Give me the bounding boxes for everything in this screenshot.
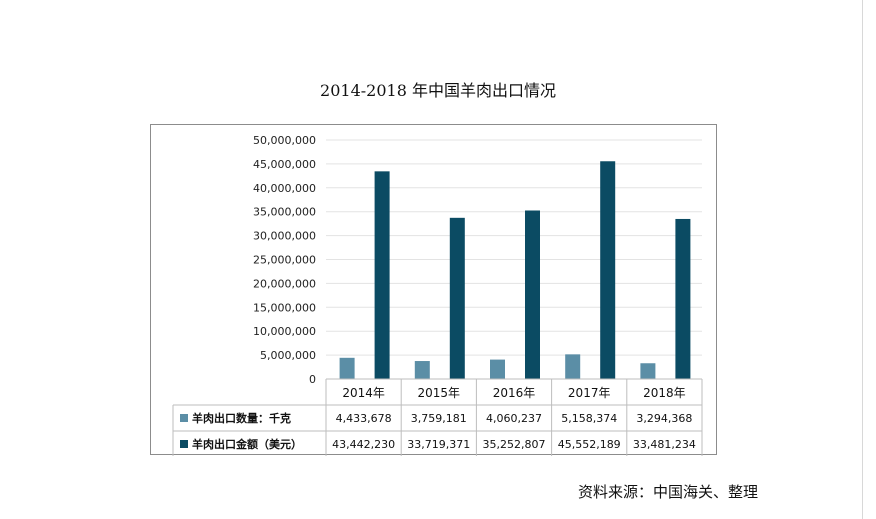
bar-value <box>374 171 390 379</box>
bar-value <box>449 217 465 379</box>
data-label: 35,252,807 <box>483 438 546 451</box>
y-tick-label: 45,000,000 <box>253 158 316 171</box>
bar-quantity <box>565 354 581 379</box>
data-label: 45,552,189 <box>558 438 621 451</box>
bar-quantity <box>339 357 355 379</box>
data-label: 3,759,181 <box>411 412 467 425</box>
x-tick-label: 2018年 <box>643 386 686 400</box>
data-label: 5,158,374 <box>561 412 617 425</box>
legend-key <box>180 440 188 448</box>
legend-key <box>180 414 188 422</box>
y-tick-label: 50,000,000 <box>253 134 316 147</box>
data-label: 4,433,678 <box>336 412 392 425</box>
data-label: 4,060,237 <box>486 412 542 425</box>
y-tick-label: 40,000,000 <box>253 182 316 195</box>
y-tick-label: 30,000,000 <box>253 230 316 243</box>
y-tick-label: 35,000,000 <box>253 206 316 219</box>
chart-title: 2014-2018 年中国羊肉出口情况 <box>320 81 556 100</box>
y-tick-label: 5,000,000 <box>260 349 316 362</box>
data-label: 43,442,230 <box>332 438 395 451</box>
x-tick-label: 2017年 <box>568 386 611 400</box>
y-tick-label: 10,000,000 <box>253 325 316 338</box>
y-tick-label: 15,000,000 <box>253 301 316 314</box>
data-label: 3,294,368 <box>636 412 692 425</box>
x-tick-label: 2015年 <box>418 386 461 400</box>
chart-panel: 0 5,000,000 10,000,000 15,000,000 20,000,000… <box>150 124 717 456</box>
bar-value <box>675 218 691 379</box>
bar-quantity <box>640 363 656 379</box>
bar-value <box>600 161 616 379</box>
page-edge-divider <box>862 0 863 519</box>
bar-quantity <box>414 361 430 379</box>
y-tick-label: 25,000,000 <box>253 254 316 267</box>
legend-label: 羊肉出口数量：千克 <box>192 411 291 425</box>
bar-chart: 0 5,000,000 10,000,000 15,000,000 20,000,000… <box>172 134 703 456</box>
x-tick-label: 2016年 <box>493 386 536 400</box>
y-tick-label: 20,000,000 <box>253 277 316 290</box>
data-label: 33,481,234 <box>633 438 696 451</box>
y-tick-label: 0 <box>309 373 316 386</box>
source-note: 资料来源：中国海关、整理 <box>578 483 759 501</box>
legend-label: 羊肉出口金额（美元） <box>192 437 302 451</box>
bar-value <box>525 210 540 379</box>
data-label: 33,719,371 <box>407 438 470 451</box>
x-tick-label: 2014年 <box>342 386 385 400</box>
bar-quantity <box>490 359 505 379</box>
